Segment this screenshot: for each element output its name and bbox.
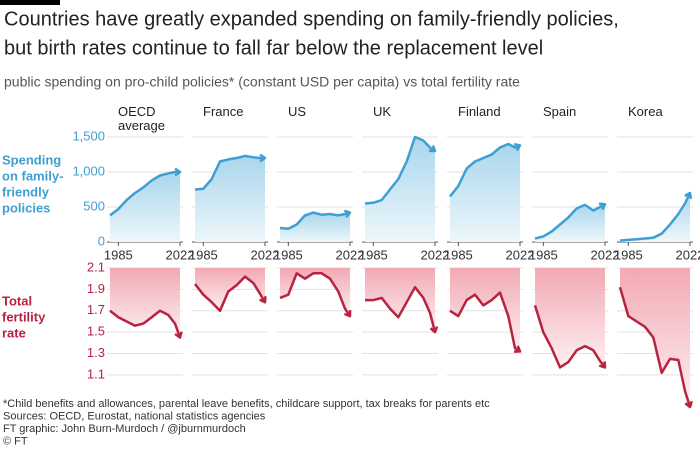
footnote: FT graphic: John Burn-Murdoch / @jburnmu…: [3, 423, 246, 435]
spending-line: [109, 170, 180, 217]
x-tick-label: 1985: [359, 247, 388, 262]
chart-title: Countries have greatly expanded spending…: [4, 8, 619, 30]
footnote: © FT: [3, 435, 28, 447]
x-tick-label: 1985: [274, 247, 303, 262]
y-tick-label: 1,000: [72, 163, 105, 178]
spending-area: [195, 155, 265, 242]
y-tick-label: 0: [98, 233, 105, 248]
fertility-area: [620, 268, 690, 407]
fertility-area: [450, 268, 520, 352]
spending-area: [110, 172, 180, 242]
fertility-area: [110, 268, 180, 338]
subtitle: public spending on pro-child policies* (…: [4, 74, 520, 90]
panel-title: France: [203, 104, 244, 119]
x-tick-label: 2022: [421, 247, 450, 262]
spending-line: [449, 142, 521, 198]
arrow-head: [513, 345, 522, 353]
x-tick-label: 2022: [506, 247, 535, 262]
panel-title: UK: [373, 104, 392, 119]
axis-label: Total: [2, 293, 32, 308]
panel-title: Finland: [458, 104, 501, 119]
x-tick-label: 2022: [591, 247, 620, 262]
spending-line: [364, 135, 436, 205]
arrow-head: [598, 202, 607, 211]
y2-tick-label: 1.5: [87, 324, 105, 339]
spending-area: [450, 144, 520, 242]
panel-title: OECD average: [118, 104, 165, 133]
spending-line: [619, 192, 692, 242]
y2-tick-label: 1.7: [87, 302, 105, 317]
arrow-head: [174, 167, 182, 177]
x-tick-label: 1985: [104, 247, 133, 262]
axis-label: on family-: [2, 168, 63, 183]
y2-tick-label: 1.3: [87, 345, 105, 360]
arrow-head: [343, 209, 352, 219]
x-tick-label: 2022: [336, 247, 365, 262]
y-tick-label: 1,500: [72, 128, 105, 143]
x-tick-label: 2022: [166, 247, 195, 262]
spending-area: [620, 193, 690, 242]
arrow-head: [343, 310, 352, 318]
x-tick-label: 1985: [614, 247, 643, 262]
y2-tick-label: 1.9: [87, 281, 105, 296]
footnote: *Child benefits and allowances, parental…: [3, 398, 490, 410]
axis-label: friendly: [2, 184, 50, 199]
arrow-head: [684, 191, 693, 200]
y-tick-label: 500: [83, 198, 105, 213]
x-tick-label: 1985: [444, 247, 473, 262]
x-tick-label: 2022: [676, 247, 700, 262]
spending-line: [279, 211, 351, 230]
fertility-line: [533, 305, 606, 369]
axis-label: fertility: [2, 309, 46, 324]
arrow-head: [259, 153, 267, 163]
footnote: Sources: OECD, Eurostat, national statis…: [3, 410, 266, 422]
fertility-area: [280, 268, 350, 317]
panel-title: Spain: [543, 104, 577, 119]
spending-area: [280, 212, 350, 242]
axis-label: Spending: [2, 152, 61, 167]
fertility-line: [279, 272, 352, 317]
arrow-head: [174, 331, 183, 339]
fertility-line: [109, 309, 182, 338]
fertility-line: [365, 285, 437, 333]
arrow-head: [598, 361, 607, 369]
arrow-head: [428, 144, 437, 153]
panel-title: Korea: [628, 104, 663, 119]
panel-title: US: [288, 104, 307, 119]
y2-tick-label: 1.1: [87, 366, 105, 381]
spending-area: [365, 137, 435, 242]
arrow-head: [684, 400, 693, 409]
fertility-area: [535, 268, 605, 368]
chart-title: but birth rates continue to fall far bel…: [4, 37, 543, 59]
arrow-head: [429, 326, 439, 334]
spending-line: [534, 203, 606, 240]
y2-tick-label: 2.1: [87, 259, 105, 274]
spending-line: [194, 154, 265, 191]
x-tick-label: 1985: [529, 247, 558, 262]
axis-label: policies: [2, 200, 50, 215]
axis-label: rate: [2, 325, 26, 340]
x-tick-label: 2022: [251, 247, 280, 262]
fertility-area: [365, 268, 435, 333]
spending-area: [535, 204, 605, 242]
fertility-line: [194, 275, 267, 313]
arrow-head: [259, 296, 267, 304]
ft-bar: [0, 0, 60, 5]
x-tick-label: 1985: [189, 247, 218, 262]
fertility-line: [449, 291, 521, 353]
arrow-head: [513, 142, 522, 152]
fertility-line: [618, 286, 692, 408]
